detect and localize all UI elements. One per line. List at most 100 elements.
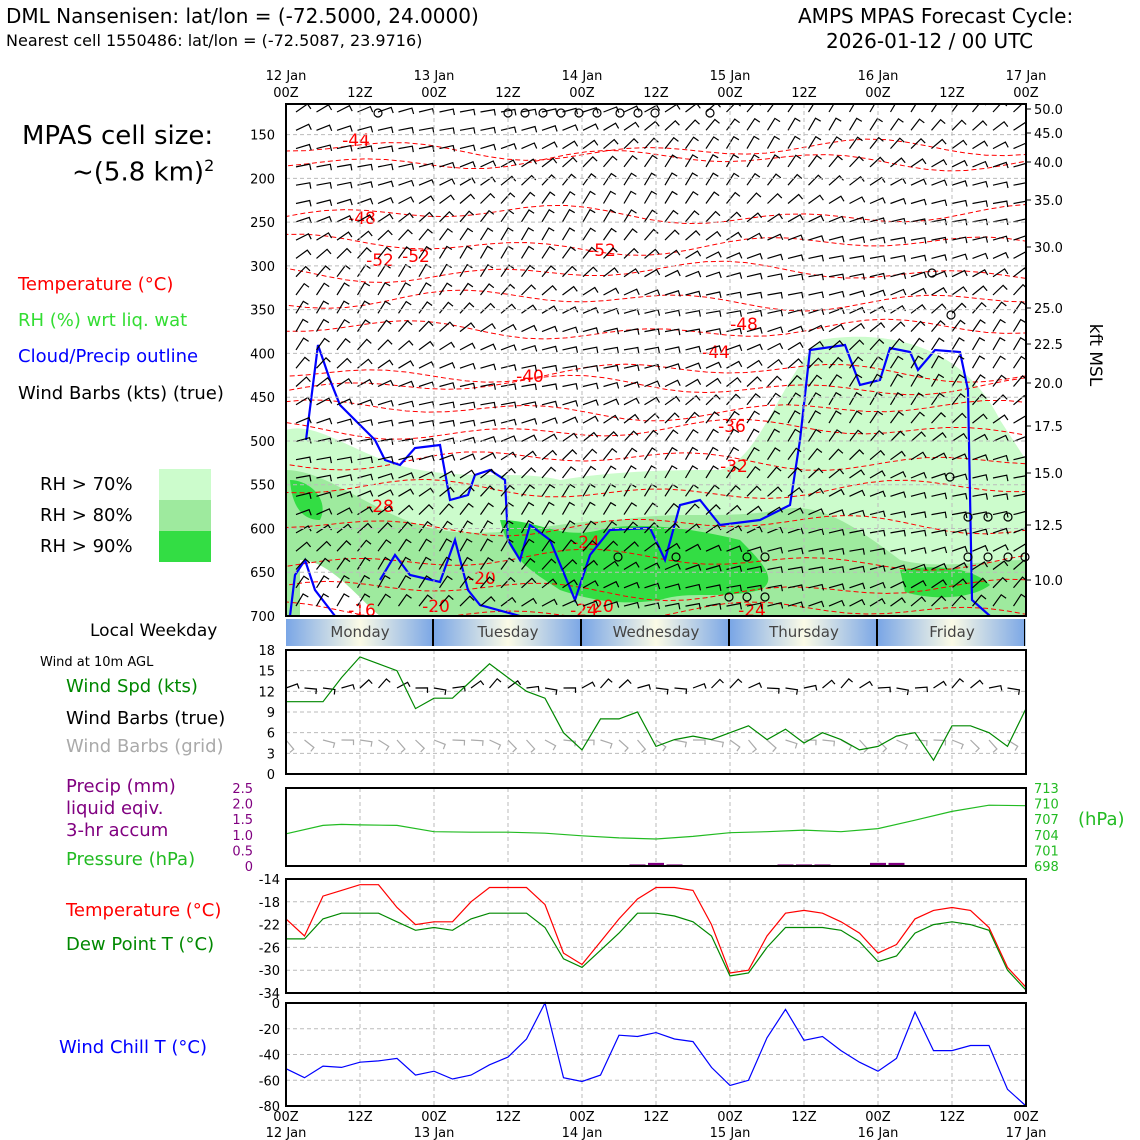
wind-barb: [377, 319, 392, 332]
wind-barb-grid: [674, 739, 688, 748]
wind-barb: [664, 446, 678, 461]
wind-barb: [849, 529, 865, 537]
calm-wind-circle: [946, 310, 956, 320]
wind-barb-grid: [693, 739, 706, 745]
wind-barb: [439, 454, 456, 461]
wind-barb: [562, 449, 578, 461]
wind-barb: [951, 302, 967, 314]
wind-barb: [377, 126, 394, 134]
wind-barb-true: [581, 681, 596, 689]
wind-barb: [500, 502, 514, 515]
temperature-tick-label: -18: [259, 896, 280, 911]
wind-barb: [316, 215, 333, 223]
wind-barb-true: [711, 678, 724, 689]
wind-barb: [951, 355, 965, 369]
wind-barb: [726, 344, 743, 352]
wind-barb: [582, 266, 598, 278]
wind-barb: [808, 194, 824, 204]
wind-barb: [972, 319, 986, 332]
wind-barb: [767, 326, 784, 333]
wind-barb: [377, 145, 394, 153]
wind-barb: [1013, 475, 1026, 479]
wind-barb: [767, 213, 783, 223]
wind-barb: [295, 232, 312, 241]
temperature-contour: [286, 233, 1026, 256]
wind-barb-grid: [285, 739, 295, 753]
wind-barb: [480, 436, 497, 443]
wind-barb: [767, 233, 784, 241]
rh-swatch-90: [159, 531, 211, 562]
wind-barb: [828, 468, 845, 479]
wind-barb: [890, 529, 906, 537]
wind-barb: [582, 448, 598, 461]
wind-barb: [418, 556, 432, 570]
wind-barb: [418, 361, 435, 369]
kft-tick-label: 22.5: [1034, 338, 1063, 353]
wind-barb: [890, 564, 907, 572]
wind-barb: [500, 576, 516, 589]
wind-barb: [316, 124, 333, 132]
wind-barb: [644, 582, 661, 590]
wind-barb: [890, 547, 906, 555]
wind-barb: [685, 345, 702, 353]
label-wind-chill: Wind Chill T (°C): [59, 1037, 207, 1058]
top-hour-label: 00Z: [421, 86, 447, 101]
wind-barb: [336, 507, 353, 516]
wind-barb: [603, 414, 620, 424]
wind-barb: [685, 428, 699, 442]
cloud-outline: [379, 536, 521, 616]
wind-barb: [398, 246, 412, 259]
wind-barb: [357, 181, 374, 188]
rh-swatch-70: [159, 469, 211, 500]
wind-barb: [418, 301, 433, 314]
wind-barb: [684, 446, 699, 461]
wind-barb: [890, 597, 906, 607]
wind-barb: [910, 471, 927, 479]
wind-barb: [972, 413, 988, 424]
wind-barb: [685, 250, 702, 259]
wind-barb: [643, 465, 657, 479]
wind-barb: [295, 199, 312, 207]
wind-barb: [418, 282, 432, 296]
wind-barb: [726, 525, 743, 534]
wind-barb: [602, 465, 617, 479]
wind-barb: [603, 327, 620, 335]
wind-barb: [910, 118, 925, 131]
top-hour-label: 12Z: [643, 86, 669, 101]
wind-barb: [705, 291, 722, 299]
wind-barb: [418, 179, 435, 186]
wind-barb: [623, 430, 639, 442]
wind-barb: [807, 428, 822, 442]
wind-barb: [377, 489, 394, 497]
wind-barb: [726, 602, 742, 610]
weekday-band: [286, 619, 434, 646]
wind-barb: [951, 511, 968, 519]
wind-barb: [705, 328, 722, 335]
weekday-band: [730, 619, 878, 646]
pressure-tick-label: 500: [250, 435, 275, 450]
wind-barb: [931, 236, 947, 244]
wind-barb: [418, 594, 433, 607]
wind-barb: [746, 410, 760, 424]
wind-barb: [849, 449, 865, 461]
wind-barb: [828, 155, 843, 168]
wind-barb: [869, 490, 886, 498]
wind-barb: [582, 365, 599, 372]
wind-barb: [582, 139, 599, 150]
wind-barb: [644, 309, 661, 316]
wind-barb-true: [840, 678, 853, 689]
wind-barb: [623, 483, 637, 497]
wind-barb: [603, 138, 619, 150]
temperature-panel-frame: [285, 878, 1027, 994]
wind-barb: [787, 410, 801, 424]
wind-barb: [828, 356, 844, 369]
wind-chill-panel-frame: [285, 1002, 1027, 1107]
wind-barb: [705, 465, 719, 479]
wind-barb: [890, 491, 907, 498]
calm-wind-circle: [633, 108, 643, 118]
wind-barb: [582, 156, 598, 168]
wind-barb: [623, 465, 637, 479]
wind-barb: [705, 504, 721, 516]
wind-barb: [295, 282, 310, 296]
wind-barb: [767, 173, 782, 186]
